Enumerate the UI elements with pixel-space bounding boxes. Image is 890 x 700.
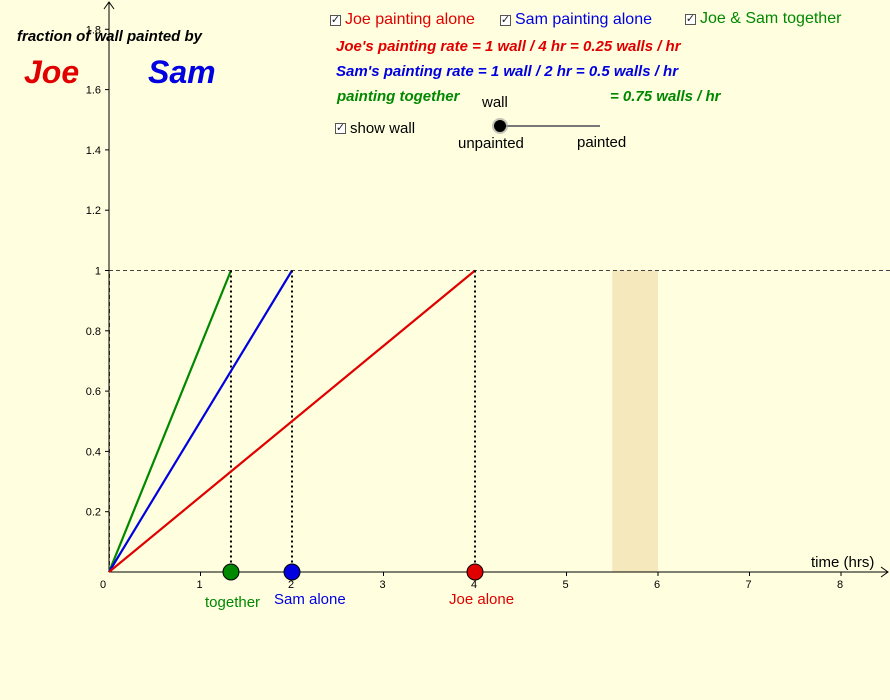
y-tick-label: 0.6 bbox=[86, 386, 101, 398]
show-wall-checkbox-label: show wall bbox=[350, 120, 416, 137]
wall-slider-max-label: painted bbox=[577, 134, 627, 151]
joe-point-label: Joe alone bbox=[449, 591, 515, 608]
x-axis-arrow-icon bbox=[880, 566, 889, 578]
wall-slider-knob[interactable] bbox=[494, 120, 506, 132]
together-rate-label: painting together bbox=[337, 88, 460, 105]
x-tick-label: 3 bbox=[380, 579, 386, 591]
y-tick-label: 1.8 bbox=[86, 24, 101, 36]
y-tick-label: 1 bbox=[95, 266, 101, 278]
joe-finish-point[interactable] bbox=[466, 563, 484, 581]
y-tick-label: 0.2 bbox=[86, 507, 101, 519]
wall-slider-min-label: unpainted bbox=[458, 135, 524, 152]
wall-rectangle bbox=[612, 270, 658, 572]
sam-alone-checkbox-label: Sam painting alone bbox=[515, 11, 652, 28]
x-tick-label: 2 bbox=[288, 579, 294, 591]
sam-finish-point[interactable] bbox=[283, 563, 301, 581]
sam-point-label: Sam alone bbox=[274, 591, 346, 608]
sam-rate-text: Sam's painting rate = 1 wall / 2 hr = 0.… bbox=[336, 63, 679, 80]
show-wall-checkbox[interactable]: ✓ show wall bbox=[335, 120, 415, 137]
checkbox-checked-icon: ✓ bbox=[330, 13, 341, 26]
y-axis-arrow-icon bbox=[103, 1, 115, 10]
joe-name-label: Joe bbox=[24, 54, 80, 90]
joe-alone-checkbox[interactable]: ✓ Joe painting alone bbox=[330, 11, 475, 29]
x-tick-label: 1 bbox=[197, 579, 203, 591]
y-tick-label: 0.4 bbox=[86, 446, 101, 458]
y-tick-label: 1.4 bbox=[86, 145, 101, 157]
x-tick-label: 0 bbox=[100, 579, 106, 591]
y-tick-label: 1.6 bbox=[86, 85, 101, 97]
sam-painting-line bbox=[108, 269, 293, 573]
checkbox-checked-icon: ✓ bbox=[500, 13, 511, 26]
checkbox-checked-icon: ✓ bbox=[685, 12, 696, 25]
x-tick-label: 6 bbox=[654, 579, 660, 591]
checkbox-checked-icon: ✓ bbox=[335, 122, 346, 134]
sam-alone-checkbox[interactable]: ✓ Sam painting alone bbox=[500, 11, 652, 29]
together-painting-line bbox=[107, 270, 232, 573]
y-tick-label: 1.2 bbox=[86, 205, 101, 217]
x-tick-label: 5 bbox=[563, 579, 569, 591]
sam-name-label: Sam bbox=[148, 54, 216, 90]
together-finish-point[interactable] bbox=[222, 563, 240, 581]
together-point-label: together bbox=[205, 594, 261, 611]
y-axis-title: fraction of wall painted by bbox=[17, 28, 203, 45]
joe-alone-checkbox-label: Joe painting alone bbox=[345, 11, 475, 28]
x-tick-label: 8 bbox=[837, 579, 843, 591]
x-tick-label: 4 bbox=[471, 579, 477, 591]
x-tick-label: 7 bbox=[746, 579, 752, 591]
together-checkbox-label: Joe & Sam together bbox=[700, 10, 842, 27]
wall-slider-title: wall bbox=[482, 94, 508, 111]
joe-painting-line bbox=[108, 269, 476, 573]
joe-rate-text: Joe's painting rate = 1 wall / 4 hr = 0.… bbox=[336, 38, 681, 55]
x-axis-title: time (hrs) bbox=[811, 554, 875, 571]
together-rate-value: = 0.75 walls / hr bbox=[610, 88, 721, 105]
y-tick-label: 0.8 bbox=[86, 326, 101, 338]
together-checkbox[interactable]: ✓ Joe & Sam together bbox=[685, 10, 841, 28]
